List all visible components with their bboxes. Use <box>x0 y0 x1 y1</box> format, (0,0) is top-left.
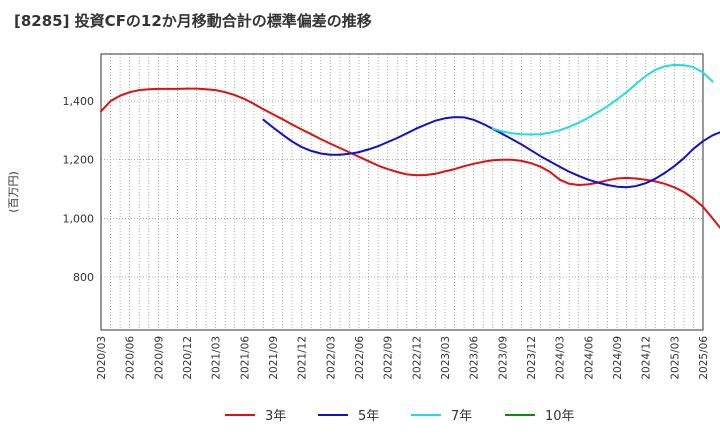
x-tick-label: 2020/12 <box>182 336 194 380</box>
x-tick-label: 2021/03 <box>211 336 223 380</box>
x-tick-label: 2023/06 <box>469 336 481 380</box>
legend-label-7年: 7年 <box>451 409 472 424</box>
chart-title: [8285] 投資CFの12か月移動合計の標準偏差の推移 <box>14 12 372 30</box>
x-tick-label: 2022/12 <box>411 336 423 380</box>
series-line-5年 <box>262 116 720 189</box>
x-tick-label: 2022/09 <box>383 336 395 380</box>
x-tick-label: 2021/09 <box>268 336 280 380</box>
x-tick-label: 2025/06 <box>698 336 710 380</box>
x-tick-label: 2024/09 <box>612 336 624 380</box>
x-tick-label: 2020/09 <box>153 336 165 380</box>
plot-area <box>101 54 703 330</box>
x-tick-label: 2024/06 <box>583 336 595 380</box>
x-tick-label: 2023/03 <box>440 336 452 380</box>
x-tick-label: 2020/03 <box>96 336 108 380</box>
legend-label-3年: 3年 <box>265 409 286 424</box>
x-tick-label: 2021/12 <box>297 336 309 380</box>
series-line-7年 <box>491 63 714 136</box>
x-tick-label: 2023/12 <box>526 336 538 380</box>
y-tick-label: 1,000 <box>63 212 95 225</box>
y-axis-label: (百万円) <box>7 171 20 213</box>
x-tick-label: 2022/03 <box>325 336 337 380</box>
series-line-3年 <box>100 87 720 230</box>
y-tick-label: 1,200 <box>63 154 95 167</box>
legend-label-10年: 10年 <box>545 409 575 424</box>
x-tick-label: 2025/03 <box>669 336 681 380</box>
x-tick-label: 2021/06 <box>239 336 251 380</box>
plot-frame <box>100 53 704 331</box>
x-tick-label: 2023/09 <box>497 336 509 380</box>
y-tick-label: 800 <box>73 271 94 284</box>
x-tick-label: 2020/06 <box>125 336 137 380</box>
y-tick-label: 1,400 <box>63 95 95 108</box>
x-tick-label: 2022/06 <box>354 336 366 380</box>
x-tick-label: 2024/12 <box>641 336 653 380</box>
x-tick-label: 2024/03 <box>555 336 567 380</box>
legend-label-5年: 5年 <box>358 409 379 424</box>
